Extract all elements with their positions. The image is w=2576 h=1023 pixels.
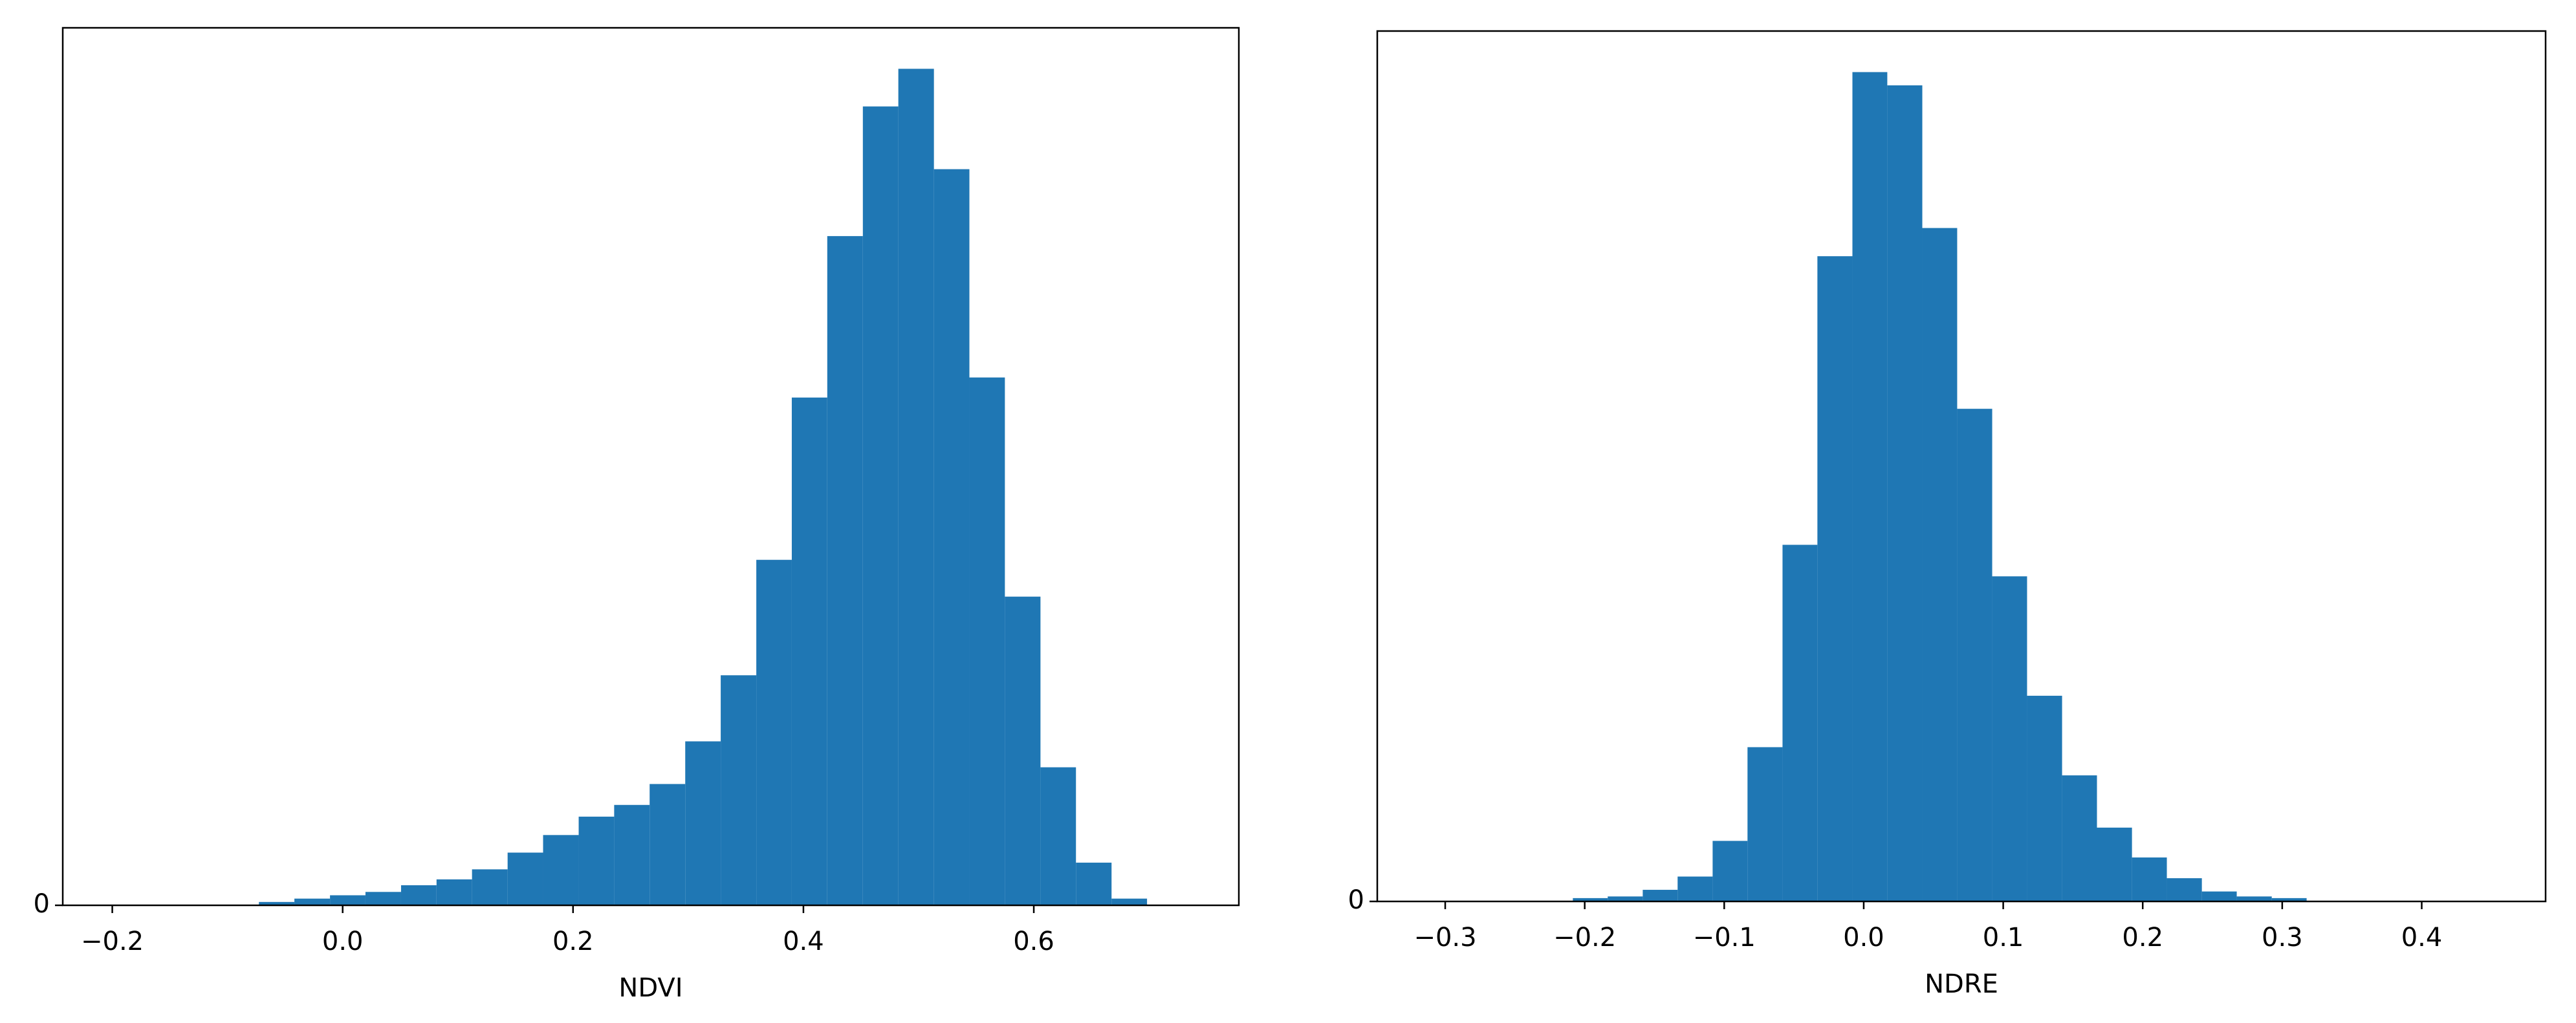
plot-frame bbox=[61, 27, 1240, 907]
histogram-bar bbox=[721, 675, 757, 905]
histogram-bar bbox=[330, 895, 366, 905]
histogram-bar bbox=[436, 879, 472, 905]
y-tick-label: 0 bbox=[34, 889, 50, 919]
histogram-bar bbox=[1852, 72, 1888, 902]
histogram-bar bbox=[898, 69, 934, 905]
histogram-bar bbox=[1712, 841, 1748, 901]
histogram-bar bbox=[400, 885, 437, 905]
histogram-bar bbox=[2167, 878, 2202, 901]
x-tick-label: 0.2 bbox=[2122, 923, 2163, 953]
histogram-bar bbox=[933, 169, 970, 905]
x-tick-label: 0.2 bbox=[552, 927, 594, 956]
histogram-bar bbox=[1992, 576, 2027, 901]
histogram-bar bbox=[685, 741, 721, 905]
histogram-bar bbox=[472, 869, 508, 905]
histogram-bar bbox=[1922, 228, 1958, 901]
histogram-bar bbox=[969, 377, 1005, 905]
histogram-bar bbox=[294, 898, 331, 905]
x-axis-label: NDRE bbox=[1925, 969, 1998, 999]
histogram-bar bbox=[2097, 827, 2132, 901]
x-tick-label: −0.1 bbox=[1693, 923, 1756, 953]
x-tick-label: 0.4 bbox=[2401, 923, 2443, 953]
x-tick-label: 0.0 bbox=[322, 927, 364, 956]
histogram-bar bbox=[1005, 596, 1041, 905]
x-tick-label: −0.3 bbox=[1414, 923, 1476, 953]
histogram-bar bbox=[543, 835, 579, 905]
histogram-bar bbox=[365, 892, 401, 905]
histogram-bar bbox=[791, 397, 827, 905]
histogram-bar bbox=[2132, 857, 2167, 901]
histogram-bar bbox=[1573, 898, 1608, 901]
histogram-bar bbox=[1076, 863, 1112, 905]
histogram-bar bbox=[2236, 896, 2272, 901]
histogram-bar bbox=[1817, 256, 1853, 901]
histogram-bar bbox=[827, 236, 863, 905]
histogram-bar bbox=[1677, 876, 1713, 901]
histogram-bar bbox=[1040, 767, 1076, 905]
x-tick-label: 0.3 bbox=[2262, 923, 2303, 953]
x-tick-label: −0.2 bbox=[1553, 923, 1616, 953]
histogram-bar bbox=[1608, 896, 1643, 901]
histogram-bar bbox=[862, 106, 899, 906]
histogram-bar bbox=[2062, 775, 2097, 901]
histogram-bar bbox=[756, 559, 792, 905]
plot-frame bbox=[1376, 30, 2547, 903]
x-tick-label: 0.6 bbox=[1013, 927, 1054, 956]
histogram-bar bbox=[1957, 409, 1992, 901]
histogram-bar bbox=[2027, 695, 2062, 901]
x-tick-label: 0.0 bbox=[1843, 923, 1884, 953]
histogram-bar bbox=[614, 804, 650, 905]
x-axis-label: NDVI bbox=[618, 973, 682, 1003]
x-tick-label: 0.1 bbox=[1983, 923, 2024, 953]
histogram-bar bbox=[1111, 898, 1148, 905]
x-tick-label: −0.2 bbox=[81, 927, 144, 956]
x-tick-label: 0.4 bbox=[783, 927, 824, 956]
y-tick-label: 0 bbox=[1348, 885, 1364, 915]
histogram-bar bbox=[507, 852, 543, 905]
histogram-bar bbox=[2271, 898, 2307, 901]
histogram-bar bbox=[1643, 890, 1678, 901]
histogram-bar bbox=[1747, 747, 1783, 901]
histogram-bar bbox=[2201, 891, 2237, 901]
histogram-bar bbox=[649, 784, 686, 905]
histogram-bar bbox=[259, 901, 295, 905]
histogram-bar bbox=[1887, 85, 1923, 901]
histogram-bar bbox=[1782, 544, 1818, 901]
histogram-bar bbox=[578, 816, 615, 905]
